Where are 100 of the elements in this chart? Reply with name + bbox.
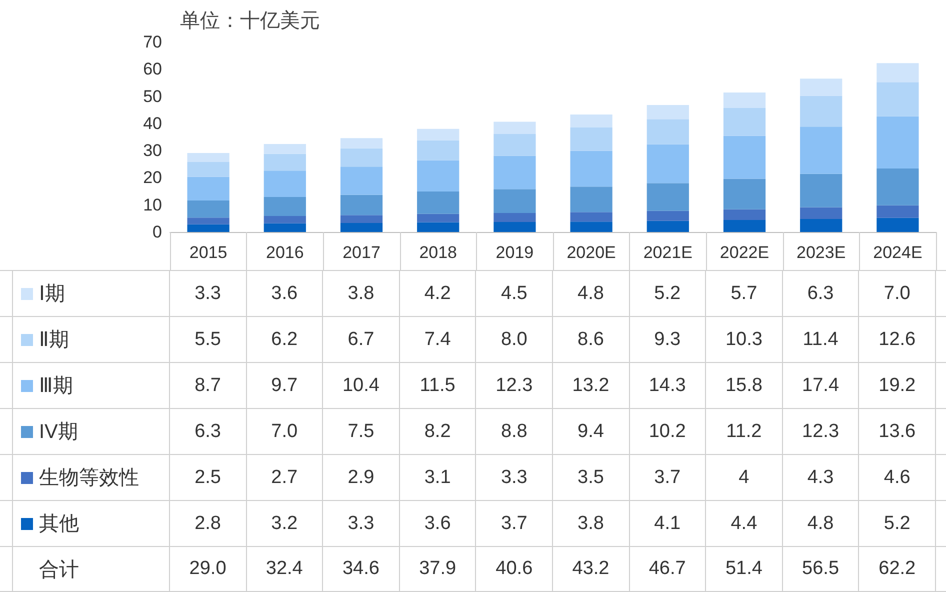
y-tick-label: 0	[152, 222, 162, 242]
bar	[264, 170, 306, 197]
data-label: 7.0	[859, 271, 936, 316]
data-label: 2.5	[170, 455, 247, 500]
data-label: 14.3	[630, 363, 706, 408]
data-label: 3.6	[246, 271, 324, 316]
bar	[494, 189, 536, 213]
x-tick-label: 2015	[189, 243, 228, 262]
data-label: 2.9	[323, 455, 400, 500]
data-label: 8.0	[476, 317, 553, 362]
text: 62.2	[859, 547, 936, 591]
y-tick-label: 50	[143, 86, 162, 106]
y-tick-label: 20	[143, 168, 162, 188]
data-label: 2.8	[170, 501, 247, 546]
bar	[800, 126, 842, 174]
bar	[723, 220, 766, 232]
data-label: 9.3	[630, 317, 706, 362]
legend-label: IV期	[39, 420, 78, 445]
data-label: 8.2	[400, 409, 476, 454]
data-label: 3.3	[170, 271, 247, 316]
bar	[494, 213, 536, 222]
bar	[340, 223, 383, 232]
y-axis-title: 单位：十亿美元	[180, 9, 320, 32]
bar	[340, 194, 383, 216]
text: 40.6	[476, 547, 553, 591]
data-label: 3.3	[323, 501, 400, 546]
data-label: 8.8	[476, 409, 553, 454]
data-label: 17.4	[782, 363, 860, 408]
data-label: 4.8	[552, 271, 630, 316]
x-tick-label: 2016	[266, 243, 304, 262]
bar	[646, 210, 689, 221]
data-label: 6.3	[782, 271, 860, 316]
data-label: 11.4	[782, 317, 860, 362]
bar	[187, 224, 230, 232]
data-label: 10.3	[706, 317, 783, 362]
text: 合计	[38, 558, 79, 582]
bar	[340, 138, 383, 148]
data-label: 3.7	[630, 455, 706, 500]
data-label: 19.2	[859, 363, 936, 408]
bar	[723, 108, 766, 136]
bar	[417, 214, 460, 222]
bar	[646, 119, 689, 144]
bar	[646, 183, 689, 211]
legend-label: Ⅲ期	[39, 374, 73, 399]
bar	[264, 144, 306, 154]
bar	[264, 196, 306, 216]
data-label: 3.6	[400, 501, 476, 546]
bar	[876, 168, 919, 206]
bar	[570, 212, 612, 222]
text: 32.4	[246, 547, 324, 591]
text: 34.6	[323, 547, 400, 591]
bar	[876, 63, 919, 82]
bar	[800, 218, 842, 232]
bar	[494, 222, 536, 232]
data-label: 12.3	[476, 363, 553, 408]
bar	[264, 216, 306, 224]
x-tick-label: 2018	[419, 243, 458, 262]
data-label: 10.2	[630, 409, 706, 454]
data-label: 5.5	[170, 317, 247, 362]
data-label: 11.5	[400, 363, 476, 408]
legend-label: Ⅱ期	[39, 328, 69, 353]
data-label: 12.6	[859, 317, 936, 362]
data-label: 4.6	[859, 455, 936, 500]
bar	[187, 218, 230, 224]
bar	[723, 92, 766, 108]
data-label: 3.8	[323, 271, 400, 316]
bar	[340, 215, 383, 224]
bar	[570, 114, 612, 128]
data-label: 7.4	[400, 317, 476, 362]
data-label: 4	[706, 455, 783, 500]
y-tick-label: 60	[143, 60, 162, 79]
bar	[876, 205, 919, 218]
data-label: 10.4	[323, 363, 400, 408]
y-tick-label: 70	[143, 32, 162, 52]
data-label: 4.8	[782, 501, 860, 546]
data-label: 4.2	[400, 271, 476, 316]
bar	[723, 136, 766, 179]
data-label: 3.7	[476, 501, 553, 546]
data-label: 3.2	[246, 501, 324, 546]
bar	[646, 104, 689, 120]
bar	[417, 160, 460, 192]
bar	[187, 200, 230, 218]
bar	[340, 148, 383, 167]
data-label: 5.2	[630, 271, 706, 316]
bar	[417, 128, 460, 140]
bar	[187, 153, 230, 162]
bar	[646, 144, 689, 184]
x-tick-label: 2022E	[720, 243, 770, 262]
y-tick-label: 30	[143, 141, 162, 160]
x-tick-label: 2024E	[873, 243, 922, 262]
text: 43.2	[552, 547, 630, 591]
bar	[800, 174, 842, 208]
bar	[800, 78, 842, 96]
y-tick-label: 10	[143, 195, 162, 214]
data-label: 15.8	[706, 363, 783, 408]
bar	[417, 192, 460, 214]
data-label: 4.4	[706, 501, 783, 546]
bar	[800, 207, 842, 219]
bar	[570, 222, 612, 232]
text: 29.0	[170, 547, 247, 591]
